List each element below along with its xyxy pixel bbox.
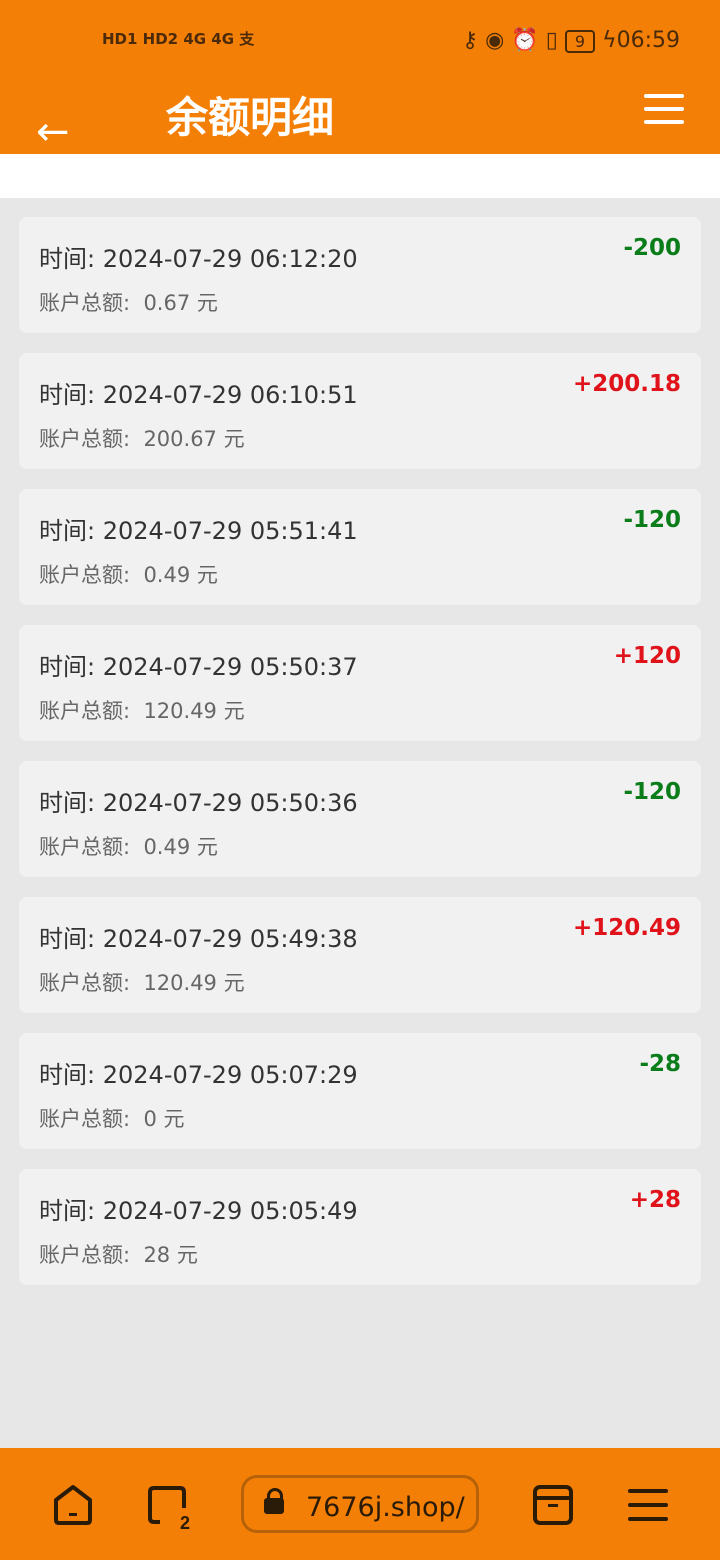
balance-label: 账户总额: — [39, 699, 131, 723]
balance-label: 账户总额: — [39, 835, 131, 859]
balance-label: 账户总额: — [39, 1107, 131, 1131]
time-label: 时间: — [39, 789, 96, 817]
record-balance: 账户总额: 28 元 — [39, 1239, 198, 1269]
time-value: 2024-07-29 06:10:51 — [102, 381, 358, 409]
record-time: 时间: 2024-07-29 06:10:51 — [39, 375, 358, 410]
balance-label: 账户总额: — [39, 1243, 131, 1267]
record-amount: -28 — [639, 1051, 681, 1077]
home-icon[interactable] — [52, 1484, 94, 1526]
time-label: 时间: — [39, 1197, 96, 1225]
time-label: 时间: — [39, 1061, 96, 1089]
tabs-icon[interactable]: 2 — [146, 1484, 194, 1530]
record-time: 时间: 2024-07-29 05:49:38 — [39, 919, 358, 954]
status-right: ⚷ ◉ ⏰ ▯ 9 ϟ06:59 — [462, 28, 680, 53]
record-card: 时间: 2024-07-29 05:05:49 账户总额: 28 元 +28 — [19, 1169, 701, 1285]
menu-icon[interactable] — [644, 94, 684, 133]
record-amount: +120 — [613, 643, 681, 669]
vibrate-icon: ▯ — [545, 28, 558, 53]
lock-icon — [264, 1488, 284, 1514]
balance-label: 账户总额: — [39, 563, 131, 587]
key-icon: ⚷ — [462, 28, 479, 53]
address-bar[interactable]: 7676j.shop/ — [241, 1475, 479, 1533]
url-text: 7676j.shop/ — [306, 1492, 465, 1523]
balance-label: 账户总额: — [39, 291, 131, 315]
record-balance: 账户总额: 0.67 元 — [39, 287, 218, 317]
record-time: 时间: 2024-07-29 06:12:20 — [39, 239, 358, 274]
eye-icon: ◉ — [485, 28, 505, 53]
time-label: 时间: — [39, 653, 96, 681]
balance-value: 0 元 — [143, 1107, 185, 1131]
record-time: 时间: 2024-07-29 05:05:49 — [39, 1191, 358, 1226]
balance-value: 0.67 元 — [143, 291, 218, 315]
record-balance: 账户总额: 120.49 元 — [39, 695, 245, 725]
time-value: 2024-07-29 05:50:37 — [102, 653, 358, 681]
balance-label: 账户总额: — [39, 971, 131, 995]
time-value: 2024-07-29 05:05:49 — [102, 1197, 358, 1225]
battery-icon: 9 — [564, 30, 596, 53]
record-time: 时间: 2024-07-29 05:50:36 — [39, 783, 358, 818]
record-amount: +28 — [629, 1187, 681, 1213]
record-amount: +200.18 — [572, 371, 681, 397]
alarm-icon: ⏰ — [511, 28, 539, 53]
record-amount: -120 — [623, 507, 681, 533]
balance-value: 120.49 元 — [143, 699, 245, 723]
record-time: 时间: 2024-07-29 05:50:37 — [39, 647, 358, 682]
balance-value: 200.67 元 — [143, 427, 245, 451]
record-balance: 账户总额: 0 元 — [39, 1103, 184, 1133]
record-card: 时间: 2024-07-29 05:49:38 账户总额: 120.49 元 +… — [19, 897, 701, 1013]
browser-toolbar: 2 7676j.shop/ — [0, 1448, 720, 1560]
time-label: 时间: — [39, 925, 96, 953]
page-title: 余额明细 — [166, 93, 335, 142]
record-balance: 账户总额: 120.49 元 — [39, 967, 245, 997]
time-value: 2024-07-29 05:07:29 — [102, 1061, 358, 1089]
time-value: 2024-07-29 05:51:41 — [102, 517, 358, 545]
browser-menu-icon[interactable] — [627, 1484, 669, 1526]
record-card: 时间: 2024-07-29 05:50:36 账户总额: 0.49 元 -12… — [19, 761, 701, 877]
record-balance: 账户总额: 0.49 元 — [39, 559, 218, 589]
balance-value: 0.49 元 — [143, 563, 218, 587]
time-label: 时间: — [39, 381, 96, 409]
balance-value: 28 元 — [143, 1243, 198, 1267]
time-value: 2024-07-29 06:12:20 — [102, 245, 358, 273]
record-time: 时间: 2024-07-29 05:07:29 — [39, 1055, 358, 1090]
record-balance: 账户总额: 0.49 元 — [39, 831, 218, 861]
clock: 06:59 — [616, 28, 680, 53]
record-card: 时间: 2024-07-29 06:12:20 账户总额: 0.67 元 -20… — [19, 217, 701, 333]
time-value: 2024-07-29 05:50:36 — [102, 789, 358, 817]
tab-count: 2 — [180, 1513, 190, 1530]
record-card: 时间: 2024-07-29 06:10:51 账户总额: 200.67 元 +… — [19, 353, 701, 469]
time-label: 时间: — [39, 517, 96, 545]
app-header: HD1 HD2 4G 4G 支 ⚷ ◉ ⏰ ▯ 9 ϟ06:59 ← 余额明细 — [0, 0, 720, 154]
balance-label: 账户总额: — [39, 427, 131, 451]
record-time: 时间: 2024-07-29 05:51:41 — [39, 511, 358, 546]
record-balance: 账户总额: 200.67 元 — [39, 423, 245, 453]
record-amount: -200 — [623, 235, 681, 261]
status-bar: HD1 HD2 4G 4G 支 ⚷ ◉ ⏰ ▯ 9 ϟ06:59 — [0, 22, 720, 62]
record-card: 时间: 2024-07-29 05:50:37 账户总额: 120.49 元 +… — [19, 625, 701, 741]
record-list: 时间: 2024-07-29 06:12:20 账户总额: 0.67 元 -20… — [19, 217, 701, 1305]
balance-value: 0.49 元 — [143, 835, 218, 859]
balance-value: 120.49 元 — [143, 971, 245, 995]
record-amount: -120 — [623, 779, 681, 805]
record-amount: +120.49 — [572, 915, 681, 941]
archive-icon[interactable] — [532, 1484, 574, 1526]
record-card: 时间: 2024-07-29 05:07:29 账户总额: 0 元 -28 — [19, 1033, 701, 1149]
time-value: 2024-07-29 05:49:38 — [102, 925, 358, 953]
record-card: 时间: 2024-07-29 05:51:41 账户总额: 0.49 元 -12… — [19, 489, 701, 605]
back-arrow-icon[interactable]: ← — [36, 109, 70, 155]
spacer-bar — [0, 154, 720, 198]
time-label: 时间: — [39, 245, 96, 273]
sim-signal-indicators: HD1 HD2 4G 4G 支 — [102, 30, 255, 48]
